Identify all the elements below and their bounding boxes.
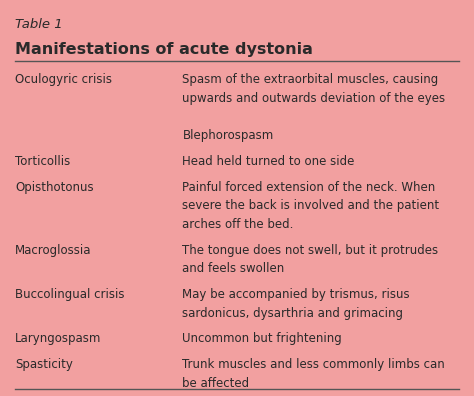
Text: be affected: be affected [182, 377, 250, 390]
Text: Table 1: Table 1 [15, 18, 63, 31]
Text: severe the back is involved and the patient: severe the back is involved and the pati… [182, 199, 439, 212]
Text: Oculogyric crisis: Oculogyric crisis [15, 73, 112, 86]
Text: Macroglossia: Macroglossia [15, 244, 91, 257]
Text: arches off the bed.: arches off the bed. [182, 218, 294, 231]
Text: Torticollis: Torticollis [15, 155, 71, 168]
Text: Uncommon but frightening: Uncommon but frightening [182, 332, 342, 345]
Text: upwards and outwards deviation of the eyes: upwards and outwards deviation of the ey… [182, 92, 446, 105]
Text: Painful forced extension of the neck. When: Painful forced extension of the neck. Wh… [182, 181, 436, 194]
Text: Buccolingual crisis: Buccolingual crisis [15, 288, 125, 301]
Text: May be accompanied by trismus, risus: May be accompanied by trismus, risus [182, 288, 410, 301]
Text: Spasm of the extraorbital muscles, causing: Spasm of the extraorbital muscles, causi… [182, 73, 439, 86]
Text: Opisthotonus: Opisthotonus [15, 181, 94, 194]
Text: Head held turned to one side: Head held turned to one side [182, 155, 355, 168]
Text: Laryngospasm: Laryngospasm [15, 332, 101, 345]
Text: Blephorospasm: Blephorospasm [182, 129, 274, 142]
Text: Manifestations of acute dystonia: Manifestations of acute dystonia [15, 42, 313, 57]
Text: Trunk muscles and less commonly limbs can: Trunk muscles and less commonly limbs ca… [182, 358, 445, 371]
Text: sardonicus, dysarthria and grimacing: sardonicus, dysarthria and grimacing [182, 307, 403, 320]
Text: and feels swollen: and feels swollen [182, 262, 285, 275]
Text: The tongue does not swell, but it protrudes: The tongue does not swell, but it protru… [182, 244, 438, 257]
Text: Spasticity: Spasticity [15, 358, 73, 371]
